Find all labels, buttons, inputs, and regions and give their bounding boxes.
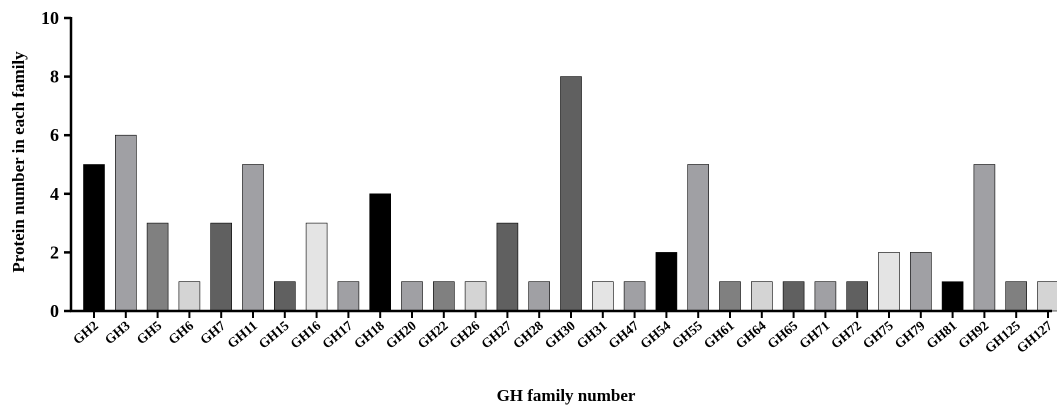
bar-gh72 bbox=[846, 281, 869, 312]
x-tick-label: GH71 bbox=[796, 318, 832, 352]
bar-gh55 bbox=[687, 164, 710, 312]
bar-gh75 bbox=[878, 252, 900, 312]
x-tick-label: GH22 bbox=[415, 318, 451, 352]
x-tick-label: GH127 bbox=[1014, 318, 1055, 356]
x-tick-label: GH11 bbox=[224, 318, 260, 351]
bar-gh5 bbox=[146, 222, 169, 312]
x-tick-label: GH17 bbox=[319, 318, 355, 352]
x-tick-label: GH18 bbox=[351, 318, 387, 352]
bar-gh28 bbox=[528, 281, 551, 312]
bar-gh22 bbox=[432, 281, 455, 312]
x-tick-label: GH65 bbox=[764, 318, 800, 352]
y-ticks: 0 2 4 6 8 10 bbox=[41, 8, 71, 321]
x-tick-label: GH75 bbox=[860, 318, 896, 352]
bar-gh17 bbox=[337, 281, 360, 312]
bar-gh61 bbox=[719, 281, 741, 312]
x-tick-label: GH28 bbox=[510, 318, 546, 352]
bar-gh30 bbox=[560, 76, 582, 312]
bar-gh81 bbox=[941, 281, 964, 312]
bar-gh7 bbox=[210, 222, 232, 312]
x-tick-label: GH47 bbox=[605, 318, 641, 352]
y-tick-label: 0 bbox=[50, 301, 59, 321]
bar-gh79 bbox=[909, 252, 932, 312]
y-tick-label: 8 bbox=[50, 67, 59, 87]
y-tick-label: 6 bbox=[50, 125, 59, 145]
bar-gh47 bbox=[623, 281, 646, 312]
x-tick-label: GH2 bbox=[70, 318, 101, 347]
bar-gh26 bbox=[464, 281, 487, 312]
bar-gh65 bbox=[782, 281, 805, 312]
x-tick-label: GH15 bbox=[256, 318, 292, 352]
bar-gh16 bbox=[305, 222, 328, 312]
bar-gh2 bbox=[83, 164, 105, 312]
x-tick-label: GH6 bbox=[165, 318, 196, 347]
x-tick-label: GH7 bbox=[197, 318, 228, 347]
bar-gh127 bbox=[1037, 281, 1057, 312]
x-tick-label: GH30 bbox=[542, 318, 578, 352]
x-tick-label: GH54 bbox=[637, 318, 673, 352]
x-tick-label: GH5 bbox=[134, 318, 165, 347]
x-tick-label: GH26 bbox=[446, 318, 482, 352]
bar-gh20 bbox=[401, 281, 423, 312]
x-tick-label: GH64 bbox=[733, 318, 769, 352]
bar-gh6 bbox=[178, 281, 201, 312]
bar-gh71 bbox=[814, 281, 837, 312]
x-tick-label: GH72 bbox=[828, 318, 864, 352]
bar-gh11 bbox=[242, 164, 264, 312]
x-tick-label: GH79 bbox=[892, 318, 928, 352]
bar-gh18 bbox=[369, 193, 392, 312]
bar-gh31 bbox=[591, 281, 614, 312]
x-tick-label: GH61 bbox=[701, 318, 737, 352]
x-tick-label: GH31 bbox=[574, 318, 610, 352]
x-tick-label: GH3 bbox=[102, 318, 133, 347]
y-axis-title: Protein number in each family bbox=[9, 51, 28, 273]
y-tick-label: 4 bbox=[50, 184, 59, 204]
bar-gh27 bbox=[496, 222, 519, 312]
x-tick-label: GH16 bbox=[287, 318, 323, 352]
x-tick-label: GH20 bbox=[383, 318, 419, 352]
x-tick-label: GH55 bbox=[669, 318, 705, 352]
bar-gh92 bbox=[973, 164, 996, 312]
x-tick-label: GH27 bbox=[478, 318, 514, 352]
bar-gh3 bbox=[115, 134, 137, 312]
bars bbox=[83, 76, 1057, 312]
x-tick-label: GH125 bbox=[982, 318, 1023, 356]
x-axis-title: GH family number bbox=[497, 386, 636, 405]
y-tick-label: 2 bbox=[50, 242, 59, 262]
bar-gh125 bbox=[1005, 281, 1028, 312]
x-ticks: GH2 GH3 GH5 GH6 GH7GH11GH15GH16GH17GH18GH20G… bbox=[70, 311, 1055, 356]
bar-gh64 bbox=[750, 281, 773, 312]
bar-gh15 bbox=[273, 281, 296, 312]
y-tick-label: 10 bbox=[41, 8, 59, 28]
x-tick-label: GH81 bbox=[923, 318, 959, 352]
bar-gh54 bbox=[655, 252, 678, 312]
